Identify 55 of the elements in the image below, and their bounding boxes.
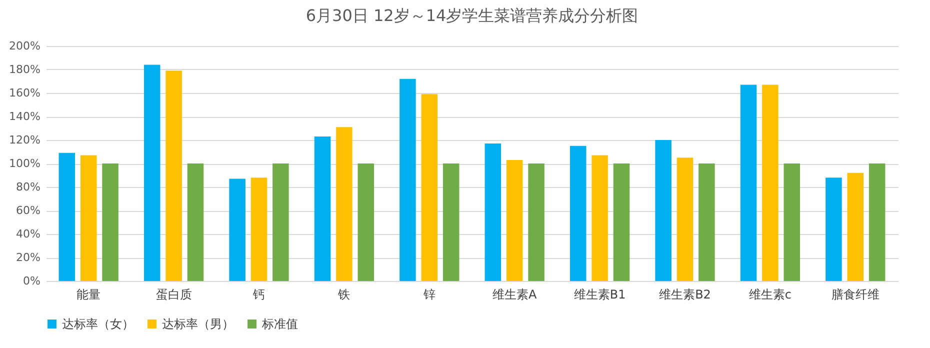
y-tick-label: 20% (16, 251, 40, 264)
bar (229, 178, 246, 281)
bar (826, 178, 842, 281)
x-tick-label: 维生素B1 (574, 288, 626, 302)
bar (847, 172, 864, 281)
x-tick-label: 钙 (252, 288, 265, 302)
bar (484, 144, 502, 281)
chart-title: 6月30日 12岁～14岁学生菜谱营养成分分析图 (306, 6, 638, 25)
legend-label: 标准值 (261, 317, 298, 331)
x-tick-label: 铁 (337, 288, 350, 302)
x-tick-label: 膳食纤维 (831, 288, 880, 302)
bar (336, 127, 352, 281)
y-tick-label: 180% (9, 63, 40, 76)
bar (421, 94, 438, 281)
bar (442, 164, 460, 281)
bar (250, 178, 268, 281)
x-tick-label: 维生素A (492, 288, 538, 302)
bar (676, 158, 694, 281)
bar (166, 70, 182, 281)
x-tick-label: 维生素B2 (659, 288, 711, 302)
bar (613, 164, 630, 281)
bar (762, 84, 778, 281)
bar (592, 155, 608, 281)
x-tick-label: 能量 (76, 288, 101, 302)
bar (868, 164, 886, 281)
y-tick-label: 0% (23, 274, 40, 288)
bar (272, 164, 289, 281)
y-tick-label: 80% (16, 180, 40, 194)
bar (698, 164, 715, 281)
y-tick-label: 120% (9, 134, 40, 146)
bar (80, 155, 97, 281)
bar (570, 146, 586, 281)
bar (358, 164, 374, 281)
bar (400, 78, 416, 281)
bar (528, 164, 544, 281)
x-tick-label: 蛋白质 (156, 288, 192, 302)
y-tick-label: 100% (9, 157, 40, 170)
y-tick-label: 40% (16, 228, 40, 240)
bar (58, 152, 76, 281)
y-tick-label: 160% (9, 86, 40, 100)
bar (784, 164, 800, 281)
bar (187, 164, 204, 281)
y-tick-label: 60% (16, 204, 40, 217)
y-tick-label: 140% (9, 110, 40, 123)
bar (506, 160, 523, 281)
bar (740, 84, 757, 281)
bar (314, 136, 331, 281)
bar (655, 140, 672, 281)
bar (144, 64, 160, 281)
legend-label: 达标率（女） (62, 317, 134, 331)
y-tick-label: 200% (9, 40, 40, 52)
legend-label: 达标率（男） (162, 317, 234, 331)
x-tick-label: 锌 (422, 288, 436, 302)
bar (102, 164, 118, 281)
x-tick-label: 维生素c (748, 288, 792, 302)
